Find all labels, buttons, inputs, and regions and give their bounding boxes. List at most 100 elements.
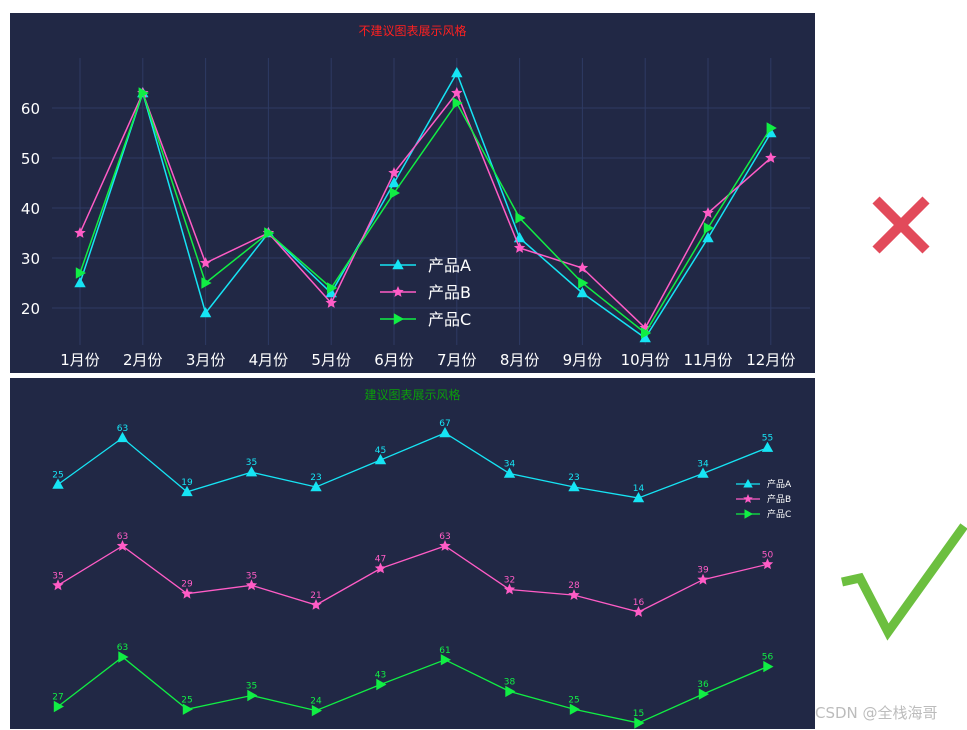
legend-label: 产品C bbox=[428, 310, 471, 329]
data-label: 36 bbox=[697, 680, 709, 690]
legend-label: 产品C bbox=[767, 508, 791, 520]
data-label: 25 bbox=[181, 695, 192, 705]
data-point-marker bbox=[138, 87, 149, 99]
data-label: 28 bbox=[568, 581, 580, 591]
data-label: 16 bbox=[633, 598, 645, 608]
data-point-marker bbox=[763, 660, 774, 673]
data-point-marker bbox=[75, 267, 86, 279]
data-label: 43 bbox=[375, 671, 386, 681]
x-tick-label: 2月份 bbox=[123, 351, 163, 369]
y-tick-label: 30 bbox=[21, 250, 40, 268]
data-label: 63 bbox=[439, 532, 450, 542]
legend-marker bbox=[392, 286, 404, 297]
data-point-marker bbox=[52, 579, 64, 591]
data-label: 25 bbox=[568, 695, 579, 705]
data-label: 35 bbox=[52, 571, 63, 581]
legend-marker bbox=[392, 259, 404, 270]
data-label: 63 bbox=[117, 424, 128, 434]
data-label: 34 bbox=[697, 459, 709, 469]
data-point-marker bbox=[201, 277, 212, 289]
cross-icon bbox=[872, 196, 930, 254]
data-point-marker bbox=[634, 717, 645, 729]
legend-marker bbox=[744, 509, 753, 519]
data-point-marker bbox=[698, 688, 709, 700]
data-point-marker bbox=[513, 242, 526, 253]
data-point-marker bbox=[247, 689, 258, 702]
y-tick-label: 40 bbox=[21, 200, 40, 218]
data-point-marker bbox=[639, 332, 651, 343]
data-label: 39 bbox=[697, 566, 709, 576]
data-label: 50 bbox=[762, 550, 774, 560]
series-line bbox=[57, 432, 768, 499]
data-label: 38 bbox=[504, 677, 516, 687]
data-point-marker bbox=[576, 287, 589, 298]
data-point-marker bbox=[576, 262, 589, 273]
data-label: 56 bbox=[762, 653, 774, 663]
data-point-marker bbox=[452, 97, 463, 109]
data-point-marker bbox=[765, 152, 777, 163]
x-tick-label: 11月份 bbox=[683, 351, 732, 369]
data-point-marker bbox=[118, 651, 129, 663]
data-label: 63 bbox=[117, 532, 128, 542]
data-label: 55 bbox=[762, 434, 773, 444]
data-point-marker bbox=[505, 685, 516, 698]
data-label: 23 bbox=[310, 473, 321, 483]
data-point-marker bbox=[697, 573, 709, 585]
data-point-marker bbox=[702, 232, 714, 243]
data-label: 19 bbox=[181, 478, 193, 488]
data-point-marker bbox=[181, 485, 193, 497]
data-point-marker bbox=[388, 177, 400, 188]
data-point-marker bbox=[439, 427, 451, 438]
data-label: 67 bbox=[439, 419, 450, 429]
x-tick-label: 4月份 bbox=[249, 351, 289, 369]
data-point-marker bbox=[703, 222, 714, 234]
data-point-marker bbox=[632, 492, 645, 503]
data-point-marker bbox=[327, 282, 338, 294]
data-label: 14 bbox=[633, 484, 645, 494]
data-point-marker bbox=[199, 257, 212, 268]
data-point-marker bbox=[374, 454, 387, 465]
chart-panel-not-recommended: 不建议图表展示风格 20 30 40 50 60 1月份 2月份 3月份 4月份 5月份 6月份 7月… bbox=[10, 13, 815, 373]
data-label: 29 bbox=[181, 580, 193, 590]
legend-label: 产品A bbox=[767, 478, 792, 490]
data-label: 25 bbox=[52, 471, 63, 481]
data-label: 35 bbox=[246, 458, 257, 468]
series-line bbox=[57, 656, 768, 724]
data-point-marker bbox=[568, 589, 580, 600]
data-point-marker bbox=[116, 431, 129, 443]
legend-marker bbox=[743, 479, 753, 488]
data-label: 34 bbox=[504, 459, 516, 469]
x-tick-label: 7月份 bbox=[437, 351, 477, 369]
data-point-marker bbox=[376, 678, 387, 691]
data-point-marker bbox=[761, 441, 774, 452]
x-tick-label: 8月份 bbox=[500, 351, 540, 369]
data-point-marker bbox=[702, 207, 714, 218]
data-point-marker bbox=[451, 87, 463, 98]
x-tick-label: 12月份 bbox=[746, 351, 795, 369]
data-point-marker bbox=[245, 579, 258, 591]
legend-marker bbox=[393, 313, 404, 325]
data-point-marker bbox=[181, 587, 193, 599]
y-tick-label: 50 bbox=[21, 150, 40, 168]
check-icon bbox=[841, 523, 967, 641]
chart-title-recommended: 建议图表展示风格 bbox=[364, 388, 461, 402]
data-point-marker bbox=[325, 287, 337, 298]
x-tick-label: 9月份 bbox=[563, 351, 603, 369]
data-point-marker bbox=[264, 227, 275, 239]
data-point-marker bbox=[503, 583, 516, 595]
data-point-marker bbox=[389, 187, 400, 199]
data-label: 35 bbox=[246, 682, 257, 692]
data-point-marker bbox=[569, 703, 580, 715]
x-tick-label: 5月份 bbox=[311, 351, 351, 369]
data-point-marker bbox=[439, 540, 451, 551]
x-tick-label: 3月份 bbox=[186, 351, 226, 369]
data-point-marker bbox=[451, 67, 463, 78]
data-point-marker bbox=[52, 478, 64, 489]
series-line bbox=[79, 90, 772, 335]
data-point-marker bbox=[761, 558, 774, 570]
chart-svg-not-recommended: 20 30 40 50 60 1月份 2月份 3月份 4月份 5月份 6月份 7月份 8月份 9月份 10月… bbox=[21, 58, 810, 369]
legend-marker bbox=[743, 494, 753, 503]
data-point-marker bbox=[697, 467, 709, 478]
y-tick-label: 20 bbox=[21, 300, 40, 318]
data-label: 63 bbox=[117, 643, 128, 653]
